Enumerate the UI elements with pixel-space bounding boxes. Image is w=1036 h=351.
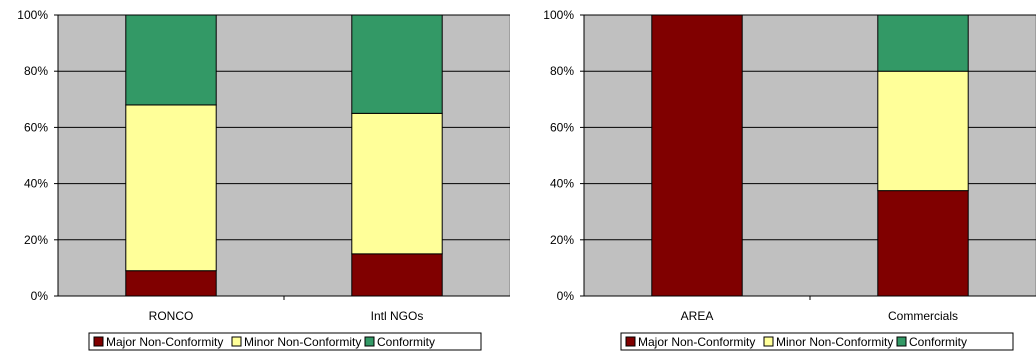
legend-swatch (896, 336, 907, 347)
legend (88, 332, 482, 351)
legend-label: Major Non-Conformity (638, 335, 755, 349)
legend (620, 332, 1014, 351)
y-tick-label: 0% (557, 289, 575, 303)
chart-svg: 0% 20% 40% 60% 80% 100% AREA Commercials Major N… (543, 8, 1036, 351)
bar-segment-major-non-conformity (351, 253, 443, 297)
chart-right: 0% 20% 40% 60% 80% 100% AREA Commercials Major N… (526, 0, 1036, 351)
y-tick-label: 40% (550, 177, 574, 191)
legend-swatch (231, 336, 242, 347)
bar-segment-minor-non-conformity (877, 70, 969, 192)
legend-swatch (364, 336, 375, 347)
bar-segment-major-non-conformity (877, 190, 969, 297)
x-tick-label: Intl NGOs (371, 309, 424, 323)
legend-label: Minor Non-Conformity (776, 335, 893, 349)
bar-segment-major-non-conformity (125, 270, 217, 297)
bar-segment-minor-non-conformity (351, 112, 443, 255)
y-tick-label: 40% (24, 177, 48, 191)
y-tick-label: 0% (31, 289, 49, 303)
chart-svg: 0% 20% 40% 60% 80% 100% RONCO Intl NGOs Major No… (17, 8, 510, 351)
y-tick-label: 100% (17, 8, 48, 22)
legend-label: Minor Non-Conformity (244, 335, 361, 349)
y-tick-label: 60% (550, 120, 574, 134)
bar-segment-minor-non-conformity (125, 104, 217, 272)
y-tick-label: 60% (24, 120, 48, 134)
legend-swatch (93, 336, 104, 347)
y-tick-label: 80% (550, 64, 574, 78)
y-tick-label: 20% (24, 233, 48, 247)
legend-swatch (625, 336, 636, 347)
bar-segment-conformity (877, 14, 969, 72)
y-tick-label: 80% (24, 64, 48, 78)
bar-segment-major-non-conformity (651, 14, 743, 297)
y-tick-label: 100% (543, 8, 574, 22)
bar-segment-conformity (125, 14, 217, 106)
legend-label: Conformity (377, 335, 435, 349)
legend-label: Conformity (909, 335, 967, 349)
chart-left: 0% 20% 40% 60% 80% 100% RONCO Intl NGOs Major No… (0, 0, 510, 351)
y-tick-label: 20% (550, 233, 574, 247)
x-tick-label: AREA (681, 309, 714, 323)
x-tick-label: Commercials (888, 309, 958, 323)
x-tick-label: RONCO (149, 309, 194, 323)
legend-label: Major Non-Conformity (106, 335, 223, 349)
bar-segment-conformity (351, 14, 443, 114)
legend-swatch (763, 336, 774, 347)
